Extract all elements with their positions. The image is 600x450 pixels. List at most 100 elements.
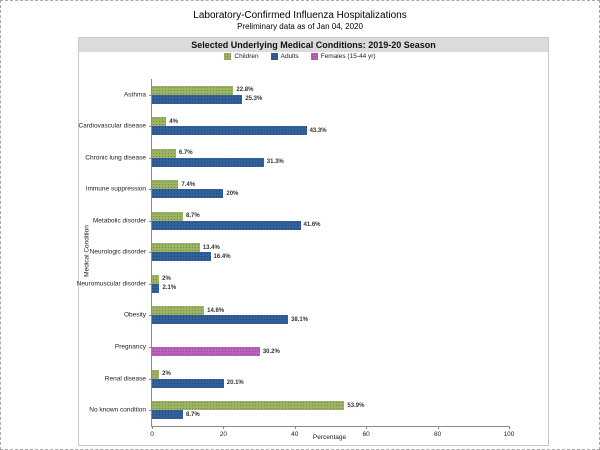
- legend: Children Adults Females (15-44 yr): [1, 53, 599, 60]
- category-row: Chronic lung disease 6.7% 31.3%: [85, 142, 509, 174]
- value-label: 14.6%: [207, 307, 225, 314]
- y-tick: [149, 283, 152, 285]
- x-tick: [437, 426, 439, 429]
- bar-children: [152, 148, 176, 158]
- bar-pair: 22.8% 25.3%: [152, 85, 509, 104]
- bar-children: [152, 243, 200, 253]
- bar-pair: 30.2%: [152, 338, 509, 357]
- bar-children: [152, 274, 160, 284]
- bar-slot-top: [152, 338, 509, 347]
- bar-pair: 14.6% 38.1%: [152, 306, 509, 325]
- category-row: Renal disease 2% 20.1%: [105, 363, 509, 395]
- category-label: Cardiovascular disease: [78, 122, 146, 130]
- bar-pair: 13.4% 16.4%: [152, 243, 509, 262]
- bar-pair: 8.7% 41.6%: [152, 211, 509, 230]
- value-label: 4%: [169, 118, 178, 125]
- category-label: Metabolic disorder: [92, 217, 146, 225]
- value-label: 20.1%: [226, 380, 244, 387]
- bar-children: [152, 369, 160, 379]
- legend-swatch: [270, 53, 278, 60]
- bar-adults: [152, 283, 160, 293]
- bar-slot-top: 22.8%: [152, 85, 509, 95]
- legend-label: Children: [234, 53, 259, 60]
- bar-pair: 2% 20.1%: [152, 369, 509, 388]
- y-tick: [149, 378, 152, 380]
- value-label: 2.1%: [162, 285, 177, 292]
- legend-item-children: Children: [224, 53, 259, 60]
- y-tick: [149, 252, 152, 254]
- bar-children: [152, 211, 184, 221]
- bar-slot-bottom: 8.7%: [152, 410, 509, 420]
- bar-children: [152, 401, 345, 411]
- y-tick: [149, 126, 152, 128]
- legend-swatch: [224, 53, 232, 60]
- bar-children: [152, 117, 167, 127]
- bar-adults: [152, 157, 264, 167]
- bar-slot-top: 14.6%: [152, 306, 509, 316]
- value-label: 43.3%: [309, 127, 327, 134]
- x-tick-label: 40: [291, 431, 299, 438]
- value-label: 41.6%: [303, 222, 321, 229]
- bar-pair: 4% 43.3%: [152, 117, 509, 136]
- y-tick: [149, 220, 152, 222]
- value-label: 8.7%: [186, 213, 200, 220]
- x-tick-label: 0: [150, 431, 154, 438]
- bar-adults: [152, 252, 211, 262]
- value-label: 22.8%: [236, 87, 254, 94]
- x-tick-label: 80: [433, 431, 442, 438]
- value-label: 16.4%: [213, 253, 231, 260]
- bar-adults: [152, 189, 224, 199]
- value-label: 20%: [226, 190, 239, 197]
- y-tick: [149, 189, 152, 191]
- bar-pair: 7.4% 20%: [152, 180, 509, 199]
- x-tick-label: 60: [362, 431, 370, 438]
- bar-slot-bottom: 2.1%: [152, 283, 509, 293]
- y-axis-title: Medical Condition: [83, 225, 91, 277]
- x-tick: [223, 426, 225, 429]
- bar-children: [152, 306, 205, 316]
- value-label: 2%: [162, 371, 171, 378]
- bar-children: [152, 180, 179, 190]
- x-tick: [509, 426, 510, 429]
- value-label: 7.4%: [181, 181, 196, 188]
- bar-slot-bottom: 31.3%: [152, 157, 509, 167]
- bar-slot-top: 53.9%: [152, 401, 509, 411]
- bar-slot-bottom: 16.4%: [152, 252, 509, 262]
- bar-slot-top: 2%: [152, 274, 509, 284]
- x-tick: [294, 426, 296, 429]
- category-label: Pregnancy: [114, 343, 146, 351]
- bar-adults: [152, 410, 184, 420]
- value-label: 30.2%: [262, 348, 280, 355]
- value-label: 31.3%: [266, 159, 284, 166]
- value-label: 2%: [162, 276, 171, 283]
- legend-swatch: [310, 53, 318, 60]
- bar-slot-bottom: 43.3%: [152, 126, 509, 136]
- category-row: Obesity 14.6% 38.1%: [124, 300, 509, 332]
- category-label: Immune suppression: [85, 185, 146, 193]
- legend-item-adults: Adults: [270, 53, 299, 60]
- value-label: 13.4%: [202, 244, 220, 251]
- category-label: No known condition: [89, 406, 146, 414]
- bar-pair: 6.7% 31.3%: [152, 148, 509, 167]
- chart-title: Laboratory-Confirmed Influenza Hospitali…: [193, 10, 407, 21]
- bar-pair: 53.9% 8.7%: [152, 401, 509, 420]
- category-row: Cardiovascular disease 4% 43.3%: [78, 111, 509, 143]
- bar-slot-top: 4%: [152, 117, 509, 127]
- bar-adults: [152, 220, 301, 230]
- bar-slot-top: 8.7%: [152, 211, 509, 221]
- section-banner: Selected Underlying Medical Conditions: …: [79, 38, 548, 52]
- value-label: 53.9%: [347, 402, 365, 409]
- plot-area: Asthma 22.8% 25.3% Cardiovascular disease 4%…: [77, 79, 514, 438]
- category-row: Neuromuscular disorder 2% 2.1%: [77, 268, 509, 300]
- category-row: Asthma 22.8% 25.3%: [124, 79, 509, 111]
- bar-slot-bottom: 20.1%: [152, 378, 509, 388]
- category-label: Renal disease: [104, 375, 146, 383]
- category-row: Pregnancy 30.2%: [115, 331, 509, 363]
- x-tick: [152, 426, 153, 429]
- bar-slot-bottom: 30.2%: [152, 347, 509, 357]
- category-label: Neurologic disorder: [89, 248, 146, 256]
- bar-children: [152, 85, 234, 95]
- bar-slot-top: 6.7%: [152, 148, 509, 158]
- chart-subtitle: Preliminary data as of Jan 04, 2020: [237, 22, 363, 31]
- bar-slot-bottom: 38.1%: [152, 315, 509, 325]
